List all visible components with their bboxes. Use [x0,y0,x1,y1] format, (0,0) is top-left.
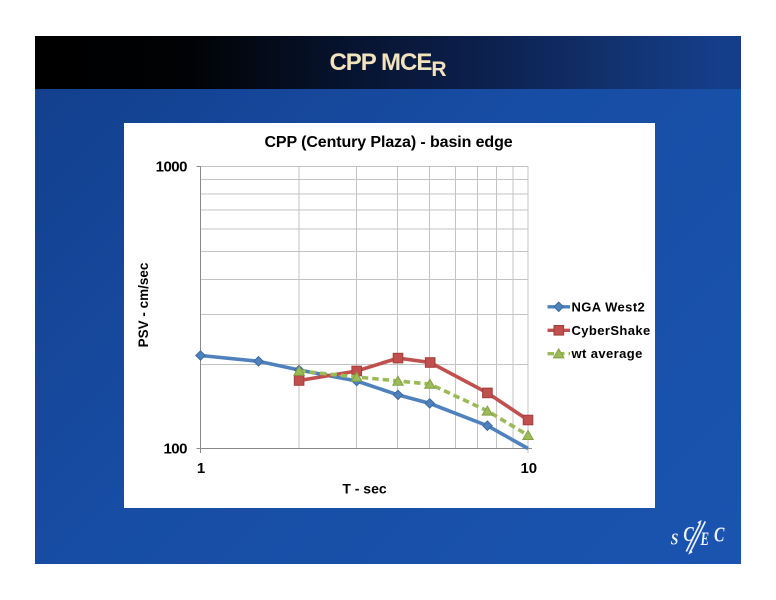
svg-text:CyberShake: CyberShake [571,323,650,338]
svg-text:wt average: wt average [570,346,642,361]
svg-text:C: C [683,524,694,546]
svg-text:CPP (Century Plaza) - basin ed: CPP (Century Plaza) - basin edge [264,134,512,151]
svg-text:S: S [671,529,679,548]
svg-text:C: C [714,523,725,547]
svg-text:PSV - cm/sec: PSV - cm/sec [136,262,151,347]
svg-text:NGA West2: NGA West2 [571,299,645,314]
svg-text:T - sec: T - sec [342,481,387,497]
svg-text:E: E [700,529,709,550]
svg-text:1: 1 [196,460,204,477]
svg-text:100: 100 [163,441,187,458]
svg-text:1000: 1000 [155,159,187,176]
svg-text:10: 10 [520,460,537,477]
